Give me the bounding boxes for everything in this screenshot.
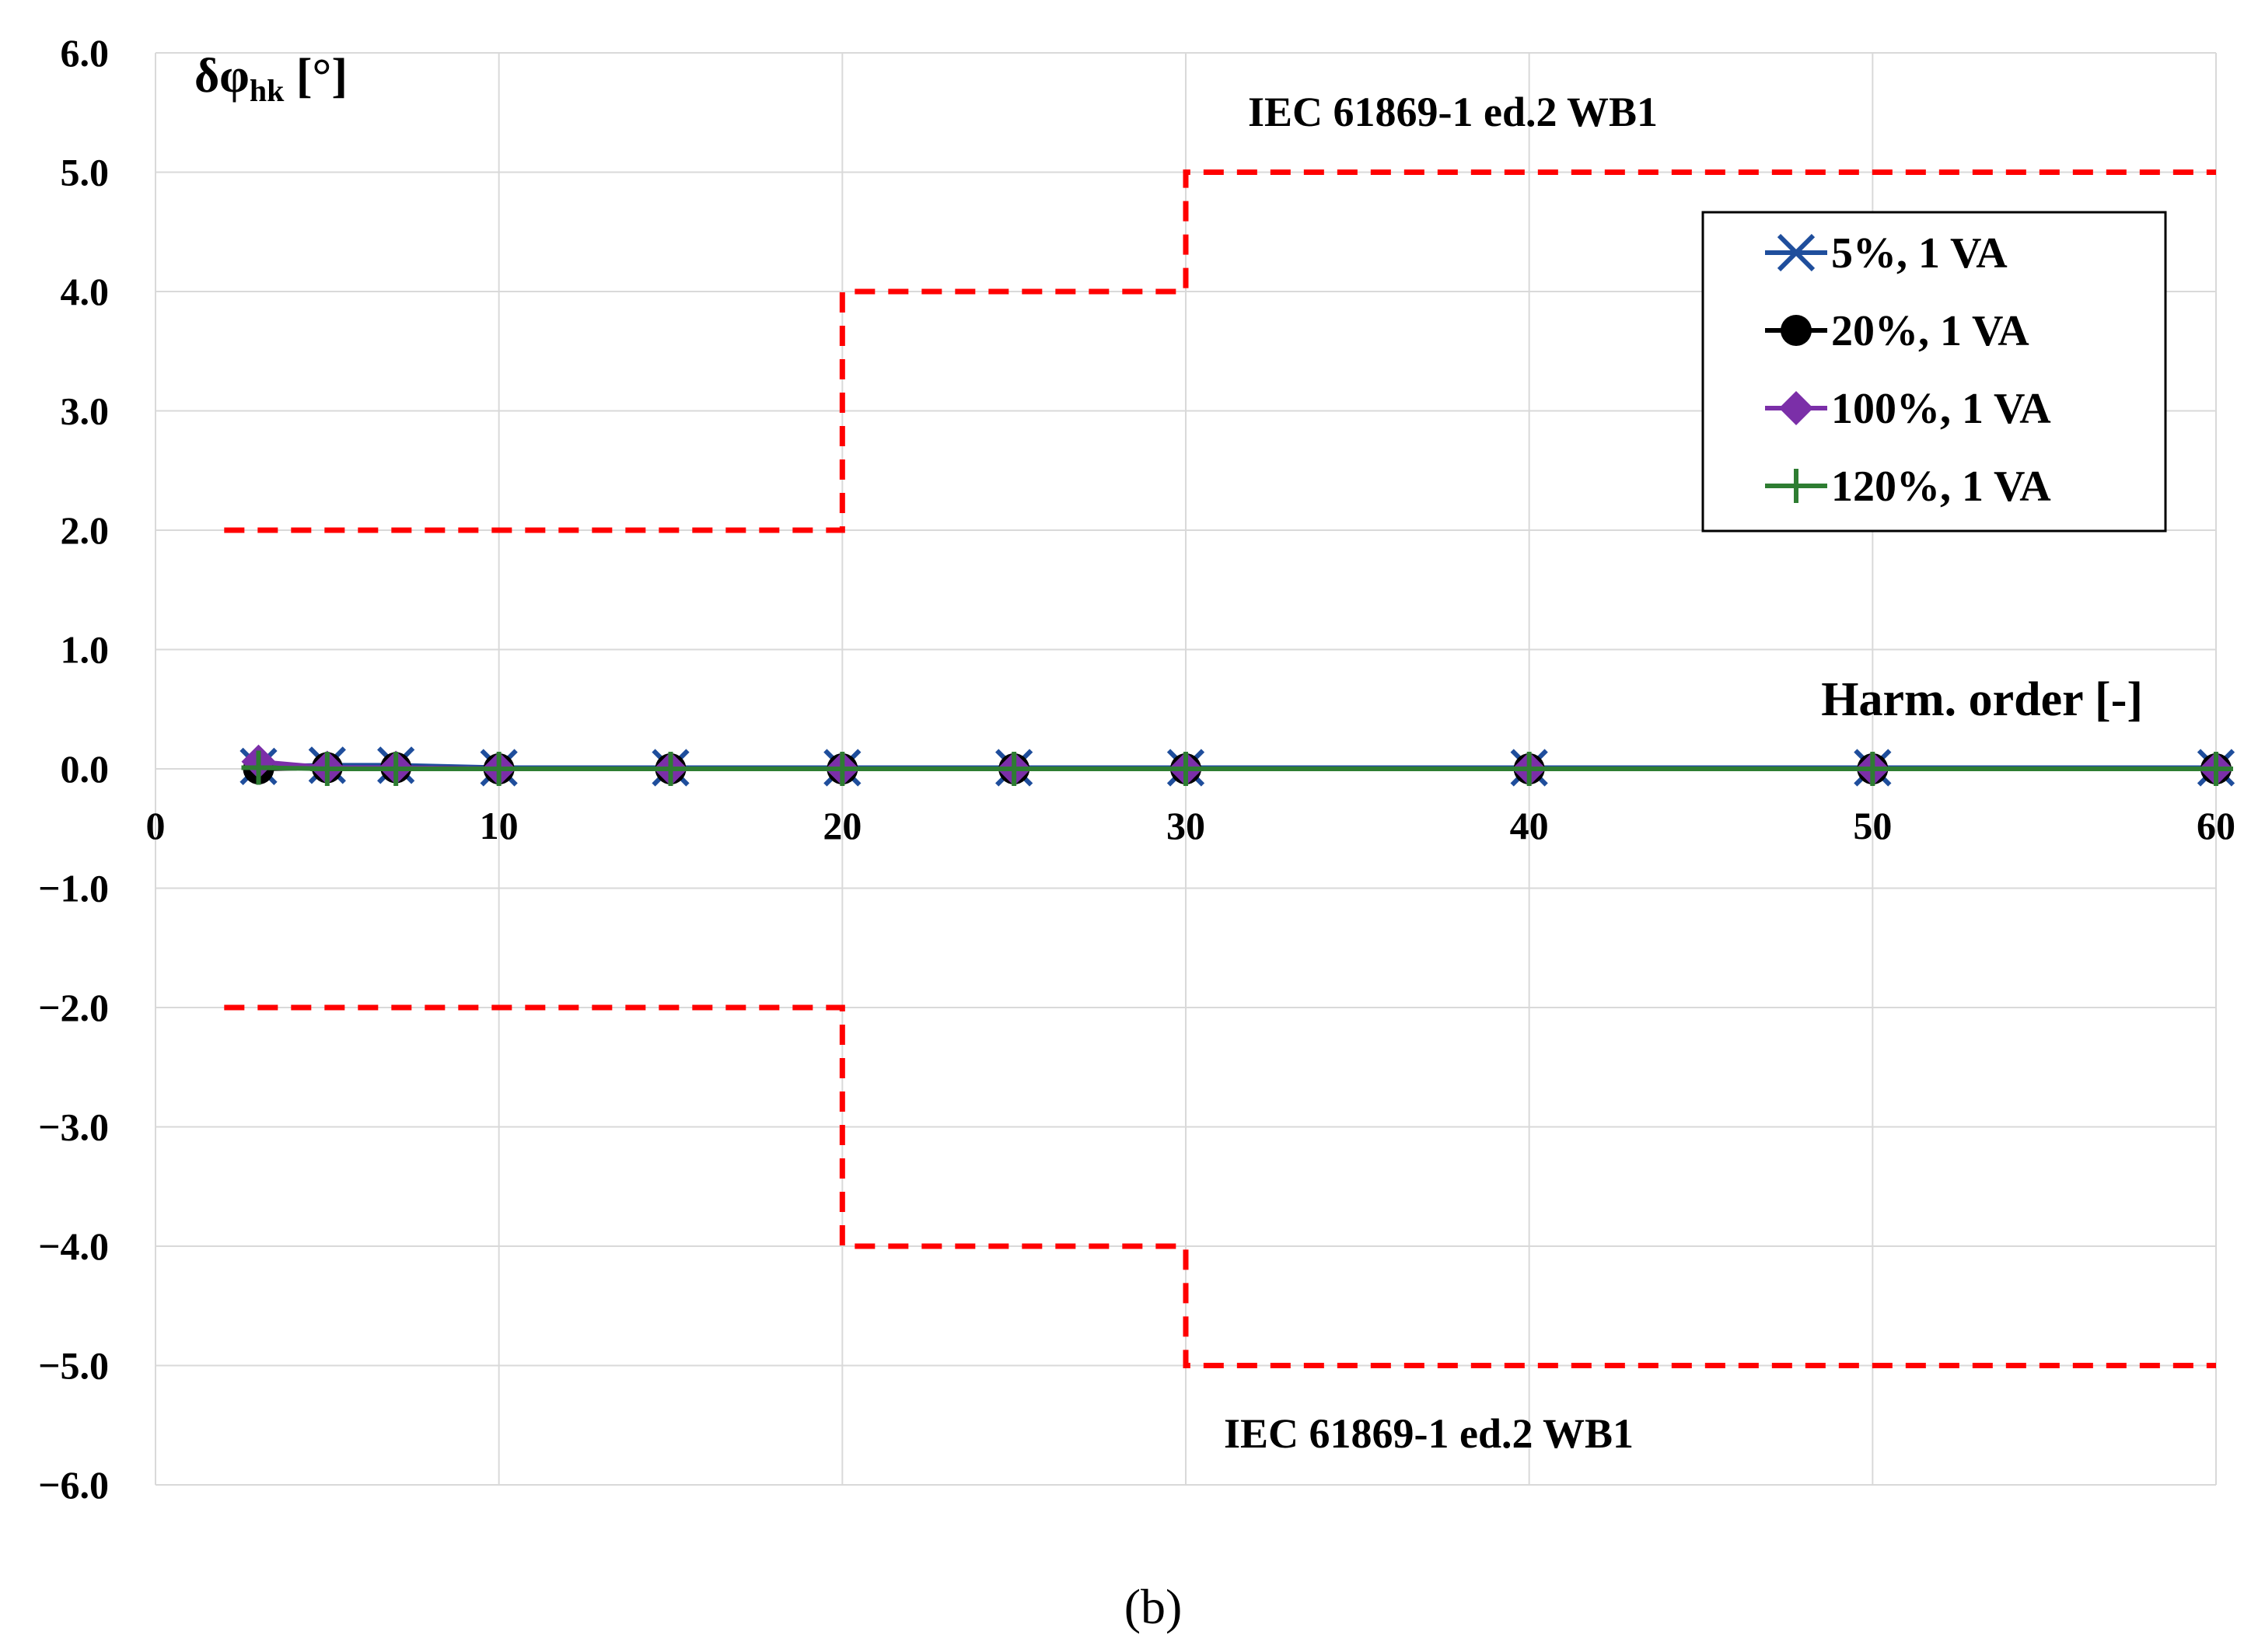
data-series xyxy=(239,744,2235,787)
y-tick-label: −4.0 xyxy=(38,1224,109,1268)
data-point-plus xyxy=(1779,469,1813,503)
data-point-plus xyxy=(241,750,276,785)
legend-label: 120%, 1 VA xyxy=(1831,463,2051,511)
y-tick-labels: 6.0 5.0 4.0 3.0 2.0 1.0 0.0 −1.0 −2.0 −3.0 −4.0 −5.… xyxy=(38,31,109,1507)
data-point-diamond xyxy=(1779,391,1813,425)
data-point-x xyxy=(1777,233,1816,272)
lower-limit-label: IEC 61869-1 ed.2 WB1 xyxy=(1224,1410,1634,1457)
x-tick-label: 10 xyxy=(480,804,519,847)
legend-label: 20%, 1 VA xyxy=(1831,307,2029,355)
y-tick-label: 1.0 xyxy=(61,628,110,672)
series xyxy=(241,750,2233,786)
x-tick-label: 50 xyxy=(1853,804,1892,847)
x-tick-label: 60 xyxy=(2197,804,2235,847)
x-tick-label: 40 xyxy=(1510,804,1549,847)
y-tick-label: −6.0 xyxy=(38,1463,109,1507)
series-line xyxy=(258,765,2216,771)
y-axis-title-main: δφ xyxy=(194,50,250,103)
legend-label: 5%, 1 VA xyxy=(1831,229,2008,278)
data-point-plus xyxy=(997,752,1032,786)
data-point-plus xyxy=(1169,752,1203,786)
legend-box xyxy=(1701,211,2167,533)
series xyxy=(241,744,2233,786)
y-tick-label: −5.0 xyxy=(38,1344,109,1388)
y-tick-label: 2.0 xyxy=(61,508,110,552)
legend-label: 100%, 1 VA xyxy=(1831,385,2051,433)
y-tick-label: 5.0 xyxy=(61,151,110,194)
legend-item: 5%, 1 VA xyxy=(1765,229,2008,278)
data-point-plus xyxy=(309,752,344,786)
legend-item: 120%, 1 VA xyxy=(1765,463,2051,511)
y-axis-title-unit: [°] xyxy=(284,50,348,103)
data-point-plus xyxy=(379,752,414,786)
legend-item: 20%, 1 VA xyxy=(1765,307,2029,355)
series xyxy=(239,746,2235,787)
upper-limit-label: IEC 61869-1 ed.2 WB1 xyxy=(1248,89,1658,135)
upper-limit-line xyxy=(224,169,2216,533)
data-point-plus xyxy=(1855,752,1890,786)
y-axis-title: δφhk [°] xyxy=(194,50,348,108)
x-tick-label: 0 xyxy=(146,804,166,847)
data-point-plus xyxy=(1512,752,1547,786)
y-tick-label: −2.0 xyxy=(38,986,109,1029)
y-tick-label: −3.0 xyxy=(38,1105,109,1149)
x-tick-label: 20 xyxy=(823,804,862,847)
x-tick-label: 30 xyxy=(1166,804,1205,847)
lower-limit-line xyxy=(224,1004,2216,1368)
data-point-plus xyxy=(481,752,516,786)
legend: 5%, 1 VA 20%, 1 VA 100%, 1 VA 120%, 1 VA xyxy=(1701,211,2167,533)
y-tick-label: 6.0 xyxy=(61,31,110,75)
data-point-plus xyxy=(653,752,688,786)
iec-limit-lines xyxy=(224,169,2216,1368)
y-axis-title-sub: hk xyxy=(250,73,285,108)
data-point-circle xyxy=(1781,315,1812,346)
data-point-plus xyxy=(825,752,860,786)
y-tick-label: 4.0 xyxy=(61,270,110,313)
y-tick-label: −1.0 xyxy=(38,867,109,910)
y-tick-label: 3.0 xyxy=(61,389,110,433)
x-axis-title: Harm. order [-] xyxy=(1821,673,2143,726)
data-point-plus xyxy=(2199,752,2233,786)
legend-item: 100%, 1 VA xyxy=(1765,385,2051,433)
y-tick-label: 0.0 xyxy=(61,747,110,791)
x-tick-labels: 0 10 20 30 40 50 60 xyxy=(146,804,2236,847)
panel-label: (b) xyxy=(1124,1579,1183,1634)
